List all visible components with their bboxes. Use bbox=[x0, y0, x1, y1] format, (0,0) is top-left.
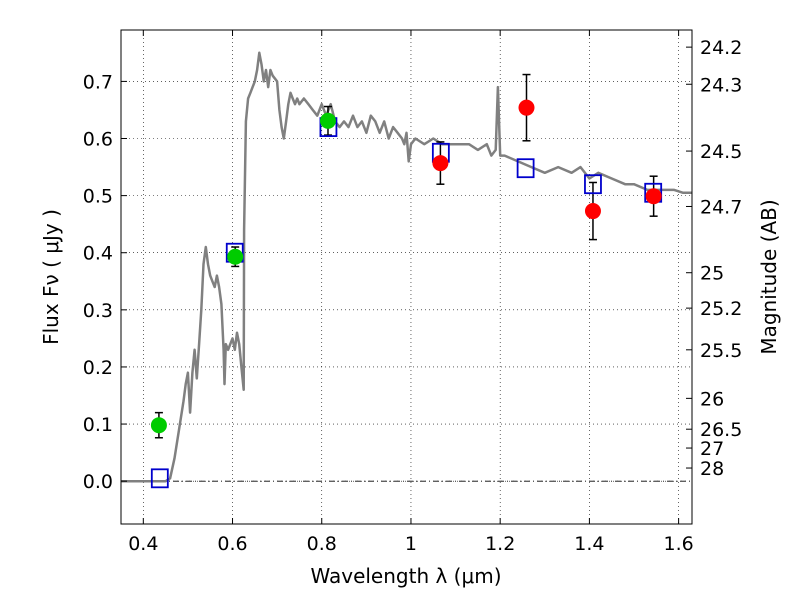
mag-tick-label: 25 bbox=[700, 263, 724, 285]
mag-tick-label: 24.5 bbox=[700, 141, 742, 163]
mag-tick-label: 25.2 bbox=[700, 298, 742, 320]
x-axis-title: Wavelength λ (μm) bbox=[310, 564, 501, 588]
mag-tick-label: 26.5 bbox=[700, 419, 742, 441]
spectrum-line bbox=[121, 51, 692, 483]
x-tick-label: 1.2 bbox=[485, 533, 515, 555]
mag-tick-label: 27 bbox=[700, 438, 724, 460]
mag-tick-label: 24.2 bbox=[700, 37, 742, 59]
y-tick-label: 0.3 bbox=[83, 300, 113, 322]
plot-frame bbox=[120, 29, 693, 525]
plot-background bbox=[121, 30, 692, 524]
observed-circle-marker bbox=[319, 112, 336, 129]
y-tick-label: 0.0 bbox=[83, 471, 113, 493]
mag-tick-label: 28 bbox=[700, 458, 724, 480]
observed-circle-marker bbox=[150, 417, 167, 434]
model-spectrum bbox=[121, 51, 692, 483]
tick-labels: 0.4 0.6 0.8 1 1.2 1.4 1.6 0.0 0.1 0.2 0.3 0.4 0.5 0.6… bbox=[83, 37, 743, 555]
model-square-marker bbox=[516, 158, 535, 179]
y-tick-label: 0.6 bbox=[83, 129, 113, 151]
y-tick-label: 0.2 bbox=[83, 357, 113, 379]
model-square-marker bbox=[150, 468, 169, 489]
mag-tick-label: 26 bbox=[700, 388, 724, 410]
x-tick-label: 0.4 bbox=[128, 533, 158, 555]
y-axis-title: Flux Fν ( μJy ) bbox=[39, 209, 63, 345]
y-tick-label: 0.4 bbox=[83, 243, 113, 265]
x-tick-label: 1 bbox=[405, 533, 417, 555]
y-tick-label: 0.1 bbox=[83, 414, 113, 436]
x-tick-label: 1.4 bbox=[574, 533, 604, 555]
model-square-marker bbox=[584, 174, 602, 195]
x-tick-label: 0.8 bbox=[307, 533, 337, 555]
data-markers bbox=[150, 99, 663, 489]
y-tick-label: 0.7 bbox=[83, 71, 113, 93]
y2-axis-title: Magnitude (AB) bbox=[757, 199, 781, 354]
axis-ticks bbox=[121, 30, 692, 524]
observed-circle-marker bbox=[227, 248, 244, 265]
mag-tick-label: 24.3 bbox=[700, 74, 742, 96]
x-tick-label: 0.6 bbox=[217, 533, 247, 555]
mag-tick-label: 24.7 bbox=[700, 196, 742, 218]
mag-tick-label: 25.5 bbox=[700, 340, 742, 362]
observed-circle-marker bbox=[584, 203, 601, 220]
x-tick-label: 1.6 bbox=[664, 533, 694, 555]
observed-circle-marker bbox=[645, 188, 662, 205]
y-tick-label: 0.5 bbox=[83, 186, 113, 208]
observed-circle-marker bbox=[432, 155, 449, 172]
observed-circle-marker bbox=[518, 99, 535, 116]
